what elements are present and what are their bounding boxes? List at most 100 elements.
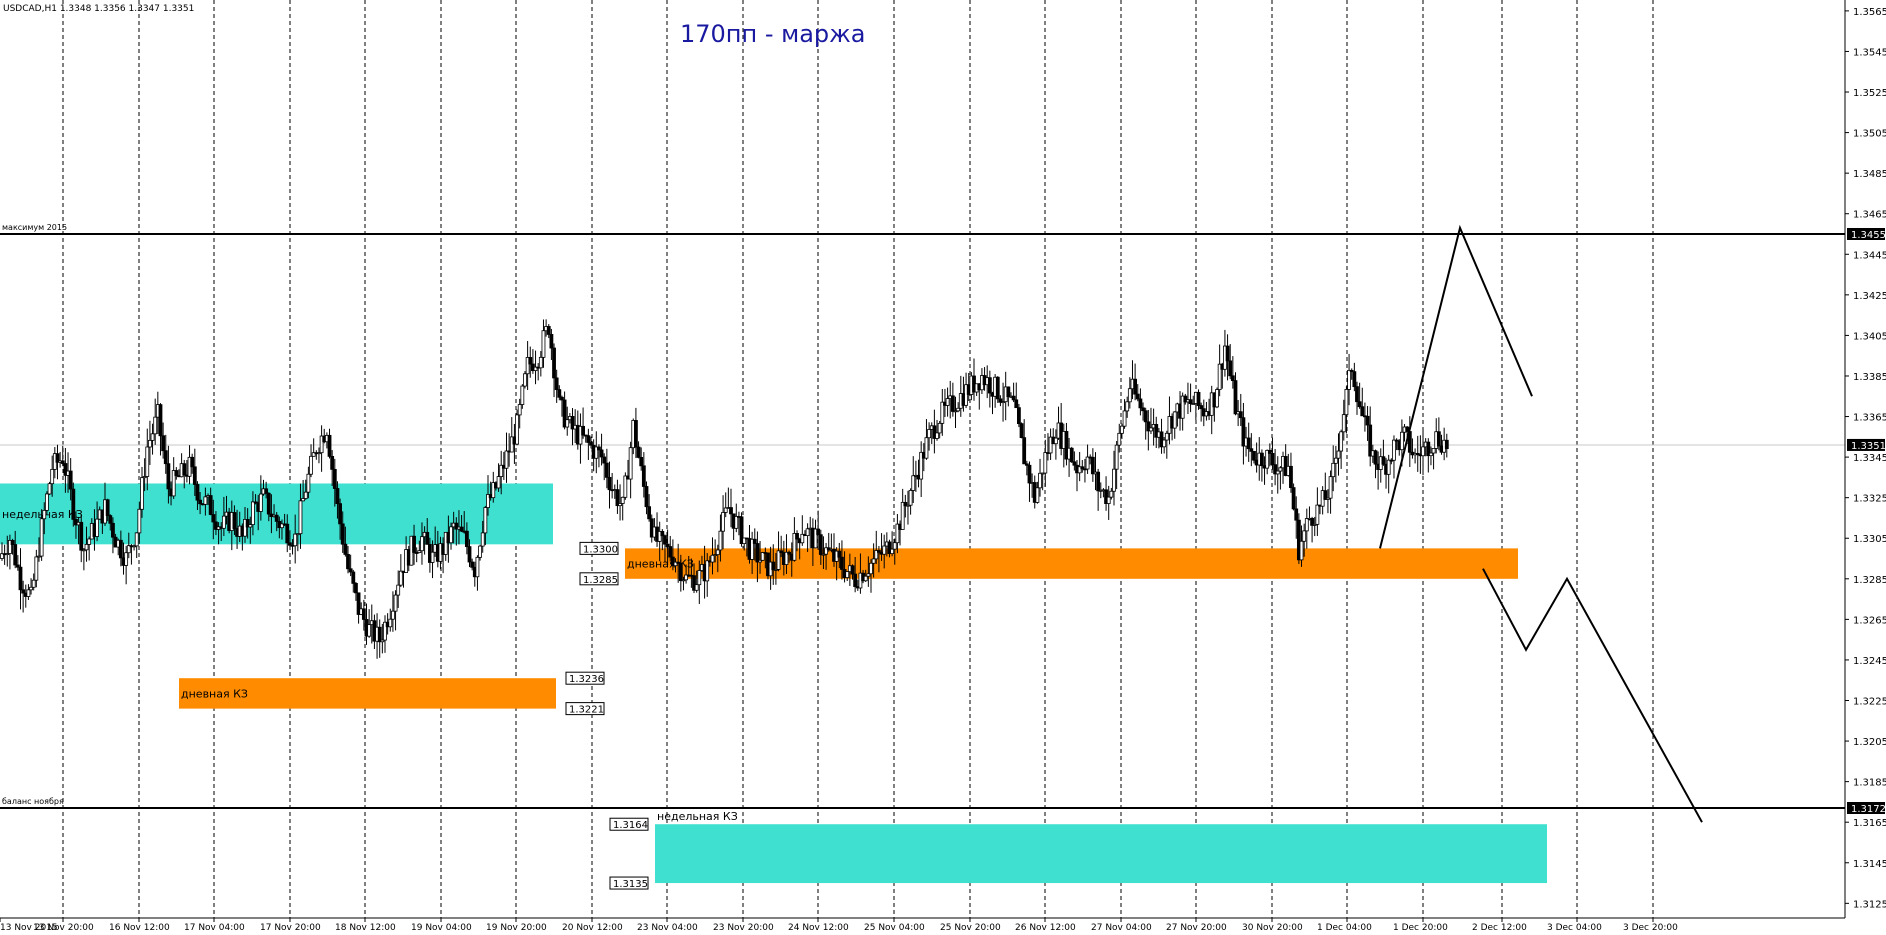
candle-body bbox=[837, 550, 842, 558]
candle-body bbox=[541, 330, 546, 358]
candle-body bbox=[594, 446, 599, 459]
y-tick-label: 1.3285 bbox=[1853, 575, 1886, 586]
candle-body bbox=[821, 553, 826, 556]
candle-body bbox=[1444, 439, 1449, 450]
candle-body bbox=[1381, 456, 1386, 465]
candle-body bbox=[356, 592, 361, 615]
candle-body bbox=[1265, 449, 1270, 469]
y-tick-label: 1.3505 bbox=[1853, 129, 1886, 140]
candle-body bbox=[1310, 517, 1314, 526]
candle-body bbox=[525, 357, 530, 375]
candle-body bbox=[1299, 540, 1304, 561]
candle-body bbox=[639, 457, 644, 467]
candle-body bbox=[692, 575, 696, 591]
candle-body bbox=[528, 357, 533, 365]
candle-body bbox=[718, 530, 723, 551]
y-tick-label: 1.3345 bbox=[1853, 453, 1886, 464]
candle-body bbox=[597, 446, 601, 451]
candle-body bbox=[425, 531, 430, 545]
daily-zone bbox=[179, 678, 556, 709]
candle-body bbox=[1122, 410, 1127, 427]
candle-body bbox=[1344, 389, 1349, 416]
candle-body bbox=[475, 556, 480, 578]
candle-body bbox=[18, 566, 23, 591]
hline-price-box bbox=[1847, 438, 1885, 451]
candle-body bbox=[118, 539, 123, 559]
candle-body bbox=[243, 518, 247, 537]
candle-body bbox=[771, 561, 776, 571]
candle-body bbox=[911, 475, 916, 491]
candle-body bbox=[866, 573, 871, 577]
candle-body bbox=[1027, 464, 1032, 484]
candle-body bbox=[1125, 401, 1130, 412]
x-tick-label: 3 Dec 04:00 bbox=[1547, 923, 1602, 933]
candle-body bbox=[1415, 452, 1420, 455]
candle-body bbox=[956, 407, 961, 412]
candle-body bbox=[644, 486, 649, 508]
candle-body bbox=[354, 582, 358, 594]
candle-body bbox=[351, 571, 356, 584]
candle-body bbox=[21, 589, 26, 594]
candle-body bbox=[776, 550, 781, 570]
candle-body bbox=[84, 543, 89, 551]
candle-body bbox=[1014, 399, 1019, 409]
candle-body bbox=[787, 551, 792, 555]
candle-body bbox=[190, 456, 195, 468]
candle-body bbox=[1035, 487, 1040, 503]
candle-body bbox=[1273, 464, 1278, 475]
x-tick-label: 27 Nov 04:00 bbox=[1091, 923, 1152, 933]
candle-body bbox=[37, 555, 41, 558]
candle-body bbox=[105, 499, 110, 516]
candle-body bbox=[232, 512, 237, 529]
candle-body bbox=[818, 534, 823, 555]
x-tick-label: 13 Nov 20:00 bbox=[33, 923, 94, 933]
candle-body bbox=[615, 489, 620, 507]
candle-body bbox=[863, 575, 868, 582]
candle-body bbox=[145, 446, 150, 477]
candle-body bbox=[998, 398, 1003, 403]
candle-body bbox=[280, 523, 284, 529]
x-tick-label: 23 Nov 20:00 bbox=[713, 923, 774, 933]
candle-body bbox=[391, 610, 395, 620]
candle-body bbox=[266, 492, 271, 515]
candle-body bbox=[964, 384, 968, 406]
candle-body bbox=[26, 589, 31, 597]
candle-body bbox=[414, 552, 419, 554]
candle-body bbox=[1196, 391, 1201, 406]
candle-body bbox=[245, 518, 250, 528]
candle-body bbox=[367, 624, 372, 637]
candle-body bbox=[1112, 468, 1116, 492]
y-tick-label: 1.3125 bbox=[1853, 899, 1886, 910]
price-axis[interactable]: 1.3565 1.3545 1.3525 1.3505 1.3485 1.3465 1.34… bbox=[1844, 0, 1886, 918]
candle-body bbox=[758, 559, 762, 563]
candle-body bbox=[1270, 453, 1275, 466]
candle-body bbox=[1001, 401, 1005, 404]
candle-body bbox=[1069, 447, 1074, 463]
candle-body bbox=[491, 482, 496, 499]
candle-body bbox=[739, 516, 744, 545]
candle-body bbox=[607, 476, 612, 491]
candle-body bbox=[5, 553, 10, 556]
candle-body bbox=[29, 586, 33, 591]
candle-body bbox=[1399, 431, 1404, 451]
x-tick-label: 24 Nov 12:00 bbox=[788, 923, 849, 933]
x-tick-label: 19 Nov 04:00 bbox=[411, 923, 472, 933]
x-tick-label: 1 Dec 04:00 bbox=[1317, 923, 1372, 933]
candle-body bbox=[348, 568, 353, 573]
candle-body bbox=[1080, 466, 1085, 470]
candle-body bbox=[1149, 427, 1153, 432]
y-tick-label: 1.3245 bbox=[1853, 656, 1886, 667]
candle-body bbox=[937, 422, 942, 434]
candle-body bbox=[874, 550, 879, 560]
candle-body bbox=[919, 451, 924, 480]
candle-body bbox=[1360, 406, 1365, 417]
candle-body bbox=[126, 545, 131, 554]
candle-body bbox=[449, 526, 453, 544]
candle-body bbox=[1154, 424, 1159, 438]
candle-body bbox=[1357, 401, 1362, 408]
candle-body bbox=[533, 366, 538, 372]
candle-body bbox=[1106, 496, 1111, 504]
zone-price-label: 1.3221 bbox=[569, 705, 604, 716]
